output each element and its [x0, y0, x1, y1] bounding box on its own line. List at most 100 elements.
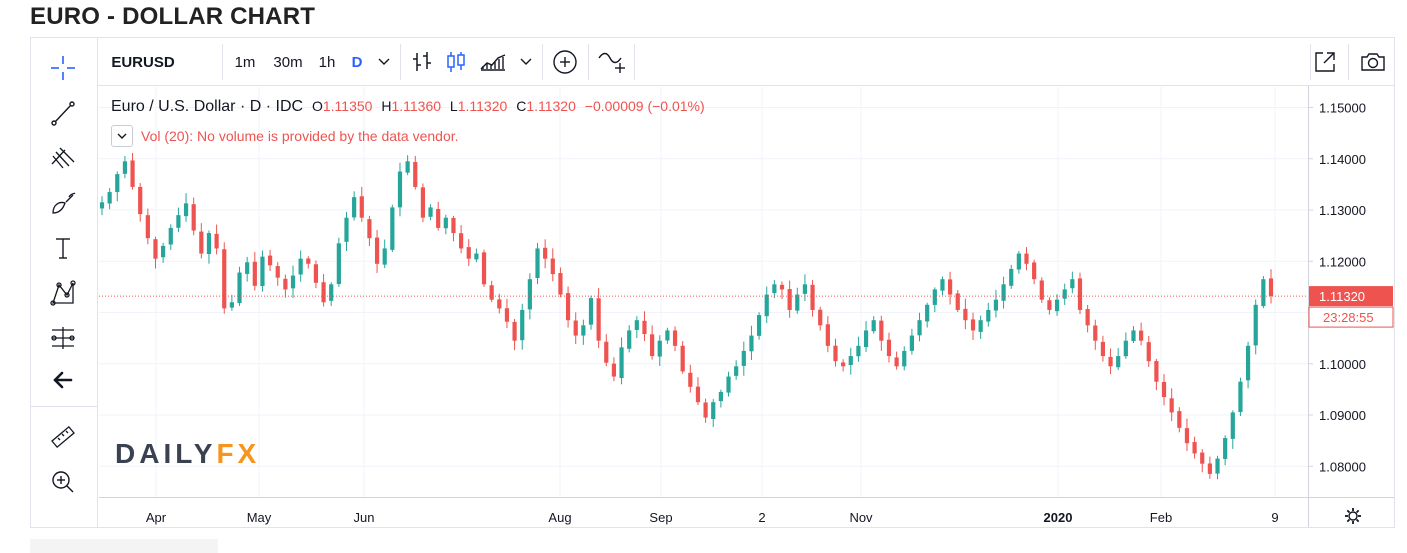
- candle-body: [191, 204, 196, 231]
- candle-body: [978, 320, 983, 332]
- candle-body: [512, 321, 517, 341]
- brush-icon[interactable]: [43, 186, 83, 220]
- area-style-icon[interactable]: [476, 38, 510, 86]
- candle-body: [634, 320, 639, 330]
- candle-body: [176, 215, 181, 228]
- candle-body: [1192, 442, 1197, 454]
- symbol-search-button[interactable]: EURUSD: [111, 53, 175, 71]
- ruler-icon[interactable]: [43, 420, 83, 454]
- candle-body: [298, 258, 303, 275]
- candle-body: [313, 264, 319, 283]
- candle-body: [474, 253, 479, 260]
- legend-low: 1.11320: [457, 98, 508, 114]
- candle-body: [1001, 284, 1006, 301]
- interval-1h[interactable]: 1h: [318, 53, 336, 71]
- candle-body: [1215, 458, 1220, 474]
- candle-style-icon[interactable]: [442, 38, 470, 86]
- candle-body: [833, 345, 838, 362]
- chart-widget: EURUSD 1m 30m 1h D: [30, 37, 1395, 528]
- candle-body: [619, 347, 624, 379]
- compare-icon[interactable]: [594, 38, 630, 86]
- candle-body: [970, 319, 976, 331]
- candle-body: [932, 289, 937, 305]
- candle-body: [558, 273, 563, 295]
- chevron-down-icon[interactable]: [516, 38, 536, 86]
- text-icon[interactable]: [43, 231, 83, 265]
- bar-style-icon[interactable]: [408, 38, 436, 86]
- chevron-down-icon[interactable]: [374, 38, 394, 86]
- pitchfork-icon[interactable]: [43, 141, 83, 175]
- candle-body: [703, 402, 708, 418]
- zoom-in-icon[interactable]: [43, 465, 83, 499]
- candle-body: [848, 356, 853, 366]
- back-arrow-icon[interactable]: [43, 363, 83, 397]
- interval-30m[interactable]: 30m: [273, 53, 303, 71]
- candle-body: [245, 262, 250, 274]
- candle-body: [504, 308, 510, 322]
- candle-body: [1047, 300, 1052, 310]
- candle-body: [1184, 428, 1190, 444]
- fullscreen-icon[interactable]: [1312, 38, 1338, 86]
- toolbar-divider: [588, 44, 589, 80]
- trend-line-icon[interactable]: [43, 96, 83, 130]
- candle-body: [841, 362, 846, 367]
- candle-body: [1169, 398, 1174, 413]
- y-tick-label: 1.08000: [1319, 459, 1366, 474]
- candle-body: [260, 256, 265, 287]
- candle-body: [909, 335, 914, 351]
- candle-body: [986, 309, 991, 322]
- dailyfx-logo: DAILYFX: [115, 438, 261, 469]
- candle-body: [290, 275, 296, 289]
- candle-body: [222, 249, 227, 309]
- y-tick-label: 1.13000: [1319, 203, 1366, 218]
- price-chart[interactable]: 1.150001.140001.130001.120001.110001.100…: [31, 38, 1396, 527]
- x-tick-label: Apr: [146, 510, 167, 525]
- crosshair-icon[interactable]: [43, 51, 83, 85]
- measure-icon[interactable]: [43, 321, 83, 355]
- candle-body: [520, 309, 525, 341]
- candle-body: [206, 233, 212, 255]
- toolbar-divider: [400, 44, 401, 80]
- candle-body: [627, 330, 632, 349]
- legend-high-label: H: [381, 98, 392, 114]
- candle-body: [581, 325, 586, 336]
- candle-body: [183, 203, 189, 217]
- pattern-icon[interactable]: [43, 276, 83, 310]
- candle-body: [405, 161, 410, 173]
- candle-body: [413, 161, 418, 187]
- candle-body: [459, 233, 464, 249]
- candle-body: [390, 207, 395, 250]
- candle-body: [428, 207, 433, 217]
- candle-body: [382, 248, 387, 265]
- toolbar-divider: [31, 406, 97, 407]
- candle-body: [122, 161, 128, 174]
- candle-body: [481, 252, 487, 285]
- candle-body: [810, 284, 815, 310]
- collapse-legend-button[interactable]: [111, 125, 133, 147]
- candle-body: [947, 279, 953, 295]
- candle-body: [818, 309, 823, 326]
- candle-body: [741, 350, 746, 366]
- candle-body: [283, 278, 288, 290]
- candle-body: [825, 324, 830, 346]
- candle-body: [321, 282, 326, 303]
- candle-body: [1261, 279, 1266, 307]
- volume-legend: Vol (20): No volume is provided by the d…: [111, 125, 459, 147]
- candle-body: [1200, 452, 1205, 464]
- candle-body: [1177, 411, 1182, 428]
- candle-body: [451, 217, 456, 234]
- y-tick-label: 1.14000: [1319, 152, 1366, 167]
- candle-body: [611, 363, 617, 377]
- candle-body: [161, 245, 166, 258]
- candle-body: [1253, 304, 1258, 346]
- candle-body: [336, 243, 341, 285]
- camera-icon[interactable]: [1358, 38, 1388, 86]
- settings-gear-icon[interactable]: [1345, 508, 1361, 524]
- candle-body: [252, 261, 257, 286]
- add-indicator-icon[interactable]: [548, 38, 582, 86]
- candle-body: [344, 217, 349, 242]
- candle-body: [925, 304, 930, 322]
- interval-d[interactable]: D: [351, 53, 363, 71]
- candle-body: [1230, 412, 1235, 439]
- interval-1m[interactable]: 1m: [234, 53, 256, 71]
